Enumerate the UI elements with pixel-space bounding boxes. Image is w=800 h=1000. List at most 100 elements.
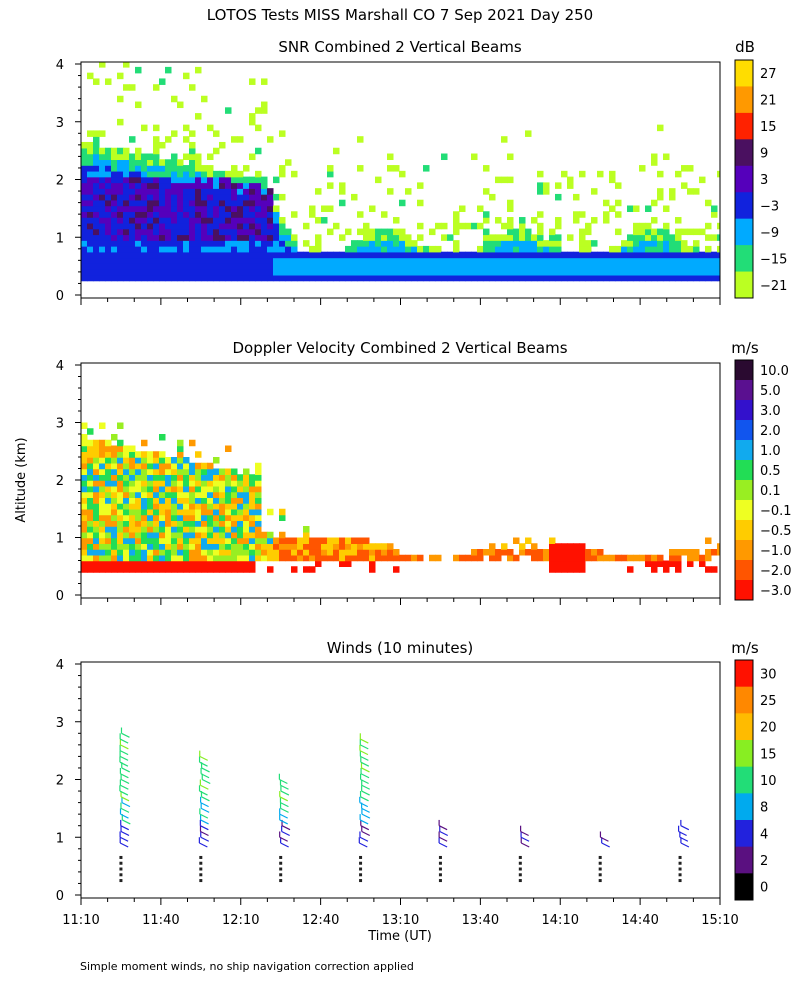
doppler-cell (255, 485, 262, 493)
snr-cell (285, 245, 292, 253)
doppler-cell (129, 514, 136, 521)
snr-cell (651, 240, 658, 247)
snr-cell (555, 269, 562, 276)
snr-cell (81, 141, 88, 149)
snr-cell (441, 153, 448, 161)
doppler-cell (579, 543, 586, 550)
colorbar-swatch (735, 245, 753, 273)
snr-cell (111, 182, 118, 189)
snr-cell (105, 176, 112, 184)
snr-cell (135, 193, 142, 201)
doppler-cell (117, 543, 124, 550)
snr-cell (219, 251, 226, 259)
snr-cell (237, 240, 244, 247)
doppler-cell (177, 491, 184, 498)
snr-cell (87, 234, 94, 241)
doppler-cell (81, 445, 88, 452)
doppler-cell (171, 485, 178, 493)
snr-cell (189, 176, 196, 184)
snr-cell (111, 211, 118, 218)
snr-cell (369, 234, 376, 241)
snr-cell (639, 165, 646, 172)
colorbar-label: −21 (760, 279, 787, 294)
snr-cell (399, 257, 406, 264)
doppler-cell (147, 531, 154, 539)
snr-cell (105, 240, 112, 247)
snr-cell (483, 228, 490, 236)
snr-cell (219, 188, 226, 195)
doppler-cell (147, 462, 154, 470)
snr-cell (159, 165, 166, 172)
doppler-cell (669, 549, 676, 556)
wind-point (119, 873, 123, 877)
snr-cell (171, 222, 178, 230)
doppler-cell (195, 474, 202, 481)
doppler-cell (327, 549, 334, 556)
snr-cell (99, 199, 106, 207)
doppler-cell (177, 485, 184, 493)
doppler-cell (93, 485, 100, 493)
doppler-cell (195, 508, 202, 516)
doppler-cell (567, 560, 574, 567)
doppler-cell (333, 554, 340, 562)
snr-cell (87, 176, 94, 184)
snr-cell (111, 159, 118, 166)
doppler-cell (387, 549, 394, 556)
snr-cell (339, 234, 346, 241)
snr-cell (81, 269, 88, 276)
snr-cell (627, 257, 634, 264)
winds-title: Winds (10 minutes) (327, 639, 474, 657)
doppler-cell (147, 537, 154, 544)
colorbar-swatch (735, 112, 753, 140)
snr-cell (279, 234, 286, 241)
snr-cell (195, 113, 202, 120)
colorbar-label: 0.1 (760, 484, 781, 499)
snr-cell (93, 193, 100, 201)
wind-point (279, 861, 283, 865)
doppler-cell (237, 480, 244, 487)
snr-cell (171, 176, 178, 184)
snr-cell (327, 274, 334, 282)
snr-cell (105, 182, 112, 189)
doppler-cell (213, 526, 220, 533)
doppler-cell (255, 554, 262, 562)
snr-cell (219, 170, 226, 178)
snr-cell (459, 269, 466, 276)
doppler-cell (189, 468, 196, 475)
doppler-cell (231, 480, 238, 487)
snr-cell (501, 269, 508, 276)
wind-barb (200, 825, 209, 831)
snr-cell (333, 269, 340, 276)
snr-cell (609, 245, 616, 253)
doppler-cell (123, 531, 130, 539)
snr-cell (153, 222, 160, 230)
snr-cell (537, 274, 544, 282)
doppler-cell (285, 549, 292, 556)
doppler-cell (183, 537, 190, 544)
snr-cell (627, 205, 634, 212)
snr-cell (153, 153, 160, 161)
snr-cell (93, 147, 100, 155)
doppler-cell (297, 537, 304, 544)
snr-cell (153, 217, 160, 224)
doppler-cell (249, 485, 256, 493)
doppler-cell (579, 549, 586, 556)
snr-cell (411, 263, 418, 270)
doppler-cell (237, 554, 244, 562)
snr-cell (273, 205, 280, 212)
snr-cell (303, 257, 310, 264)
snr-cell (255, 217, 262, 224)
doppler-cell (573, 560, 580, 567)
snr-cell (483, 234, 490, 241)
doppler-cell (573, 566, 580, 573)
doppler-cell (81, 439, 88, 447)
wind-barb (280, 842, 289, 848)
doppler-cell (231, 554, 238, 562)
snr-cell (87, 153, 94, 161)
doppler-cell (93, 554, 100, 562)
doppler-cell (291, 566, 298, 573)
doppler-cell (99, 445, 106, 452)
snr-cell (189, 170, 196, 178)
colorbar-label: 5.0 (760, 384, 781, 399)
y-tick-label: 4 (56, 58, 64, 73)
